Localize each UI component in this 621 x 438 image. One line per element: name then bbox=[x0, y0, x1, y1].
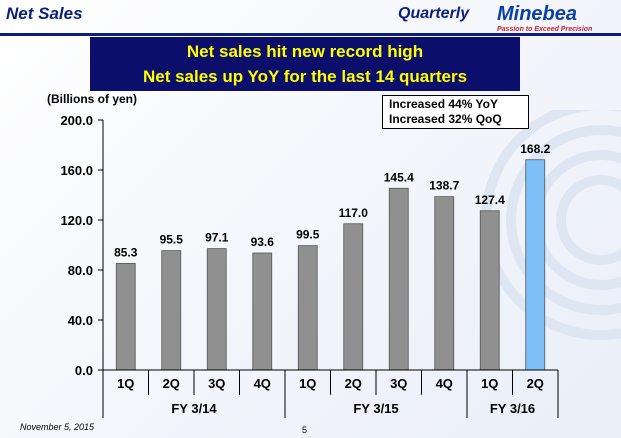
data-label: 117.0 bbox=[339, 206, 369, 220]
x-tick-label: 2Q bbox=[527, 376, 544, 391]
bar bbox=[388, 187, 409, 371]
x-tick-label: 1Q bbox=[481, 376, 498, 391]
bar bbox=[297, 245, 318, 371]
x-tick-label: 2Q bbox=[163, 376, 180, 391]
growth-note-qoq: Increased 32% QoQ bbox=[389, 112, 502, 126]
page-number: 5 bbox=[302, 425, 308, 435]
x-tick-label: 1Q bbox=[299, 376, 316, 391]
y-tick-label: 160.0 bbox=[60, 163, 93, 178]
bar bbox=[206, 248, 227, 371]
y-tick-label: 120.0 bbox=[60, 213, 93, 228]
x-tick-label: 4Q bbox=[254, 376, 271, 391]
company-logo: Minebea bbox=[497, 3, 578, 25]
data-label: 93.6 bbox=[251, 235, 275, 249]
group-label: FY 3/16 bbox=[490, 401, 535, 416]
group-label: FY 3/14 bbox=[171, 401, 217, 416]
y-tick-label: 40.0 bbox=[68, 313, 93, 328]
data-label: 85.3 bbox=[114, 245, 138, 259]
x-axis: 1Q 2Q 3Q 4Q 1Q 2Q 3Q 4Q 1Q 2Q FY 3/14 FY 3/15 FY 3/1… bbox=[102, 369, 559, 418]
data-label: 138.7 bbox=[429, 179, 459, 193]
company-tagline: Passion to Exceed Precision bbox=[497, 26, 593, 33]
growth-note-yoy: Increased 44% YoY bbox=[389, 97, 498, 111]
headline-banner: Net sales hit new record high Net sales … bbox=[90, 37, 520, 91]
y-axis-units: (Billions of yen) bbox=[47, 92, 137, 106]
data-label: 127.4 bbox=[475, 193, 505, 207]
headline-line-1: Net sales hit new record high bbox=[186, 42, 424, 61]
bar bbox=[479, 210, 500, 371]
data-labels: 85.3 95.5 97.1 93.6 99.5 117.0 145.4 138.7 127.4… bbox=[114, 142, 551, 260]
bar bbox=[161, 250, 182, 371]
bars bbox=[115, 159, 546, 371]
section-label: Quarterly bbox=[398, 5, 470, 22]
bar bbox=[525, 159, 546, 371]
x-tick-label: 3Q bbox=[208, 376, 225, 391]
bar bbox=[343, 223, 364, 371]
data-label: 97.1 bbox=[205, 231, 229, 245]
bar bbox=[252, 252, 273, 371]
y-axis: 0.0 40.0 80.0 120.0 160.0 200.0 bbox=[60, 113, 104, 378]
y-tick-label: 80.0 bbox=[68, 263, 93, 278]
y-tick-label: 0.0 bbox=[75, 363, 93, 378]
data-label: 99.5 bbox=[296, 228, 320, 242]
header-rule bbox=[0, 33, 621, 36]
y-tick-label: 200.0 bbox=[60, 113, 93, 128]
footer-date: November 5, 2015 bbox=[20, 422, 95, 432]
x-tick-label: 2Q bbox=[345, 376, 362, 391]
data-label: 145.4 bbox=[384, 170, 414, 184]
headline-line-2: Net sales up YoY for the last 14 quarter… bbox=[142, 67, 468, 86]
data-label: 168.2 bbox=[520, 142, 550, 156]
group-label: FY 3/15 bbox=[353, 401, 398, 416]
growth-note-box: Increased 44% YoY Increased 32% QoQ bbox=[382, 95, 529, 129]
page-title: Net Sales bbox=[6, 4, 83, 23]
x-tick-label: 4Q bbox=[436, 376, 453, 391]
bar bbox=[115, 262, 136, 371]
bar bbox=[434, 196, 455, 371]
x-tick-label: 1Q bbox=[117, 376, 134, 391]
x-tick-label: 3Q bbox=[390, 376, 407, 391]
data-label: 95.5 bbox=[160, 233, 184, 247]
